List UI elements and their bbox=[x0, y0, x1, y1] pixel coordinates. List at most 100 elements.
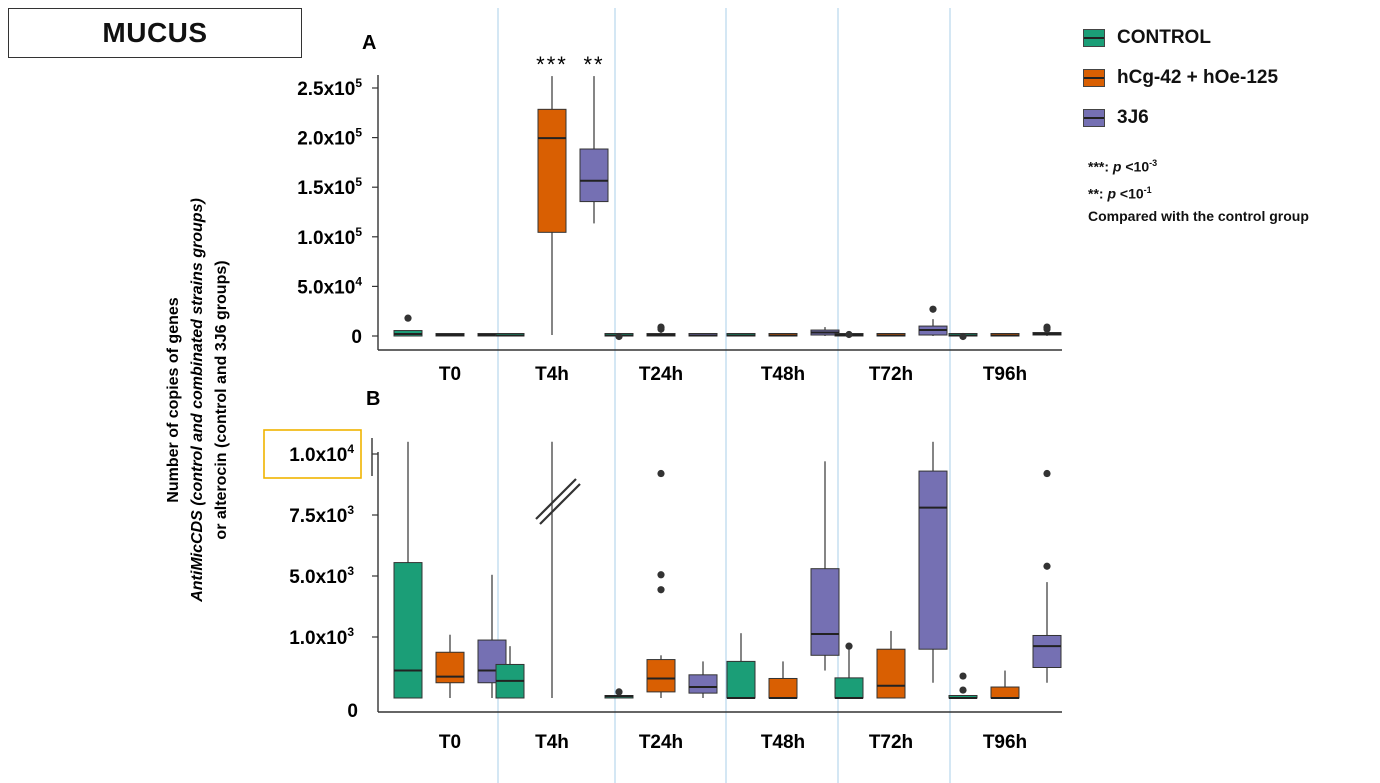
panel-a-box-14-outlier-0 bbox=[929, 305, 937, 313]
panel-b-label: B bbox=[366, 388, 380, 410]
panel-b-box-0 bbox=[393, 441, 423, 699]
panel-a-box-3 bbox=[495, 333, 525, 337]
panel-b-box-17-outlier-0 bbox=[1043, 562, 1051, 570]
legend-swatch-control bbox=[1083, 29, 1105, 47]
panel-a-box-5-box bbox=[579, 148, 609, 203]
legend-item-combined: hCg-42 + hOe-125 bbox=[1083, 58, 1278, 98]
panel-b-x-tick-label-2: T24h bbox=[639, 732, 683, 753]
panel-b-box-16 bbox=[990, 670, 1020, 699]
panel-b: 0 1.0x103 5.0x103 7.5x103 1.0x104 T0 T4h T24h T4… bbox=[289, 438, 1062, 753]
note-line-1: ***: p <10-3 bbox=[1088, 158, 1158, 175]
panel-b-box-17 bbox=[1032, 469, 1062, 683]
panel-b-box-11-box bbox=[834, 677, 864, 699]
note-line-2: **: p <10-1 bbox=[1088, 184, 1152, 202]
panel-b-box-17-box bbox=[1032, 634, 1062, 668]
panel-a-y-tick-label-2: 1.0x105 bbox=[297, 225, 362, 249]
panel-b-box-9 bbox=[768, 661, 798, 699]
panel-a-x-tick-label-0: T0 bbox=[439, 364, 461, 385]
panel-b-box-15-outlier-0 bbox=[959, 686, 967, 694]
panel-a-box-12 bbox=[834, 330, 864, 339]
panel-a-x-tick-label-4: T72h bbox=[869, 364, 913, 385]
panel-a-box-6-outlier-0 bbox=[615, 332, 623, 341]
panel-a-x-tick-label-2: T24h bbox=[639, 364, 683, 385]
panel-b-x-tick-label-5: T96h bbox=[983, 732, 1027, 753]
legend-label-control: CONTROL bbox=[1117, 27, 1211, 48]
panel-a-box-13 bbox=[876, 333, 906, 337]
panel-a-x-tick-label-3: T48h bbox=[761, 364, 805, 385]
panel-a-box-4-box bbox=[537, 108, 567, 233]
panel-b-box-5 bbox=[604, 688, 634, 699]
panel-b-box-10 bbox=[810, 461, 840, 671]
panel-a-box-12-outlier-0 bbox=[845, 330, 853, 339]
panel-b-box-6-outlier-0 bbox=[657, 586, 665, 594]
panel-a-box-17 bbox=[1032, 323, 1062, 336]
panel-b-y-tick-label-2: 5.0x103 bbox=[289, 564, 354, 588]
panel-b-box-4-break-mark-2 bbox=[539, 483, 581, 525]
y-axis-title-line-3: or alterocin (control and 3J6 groups) bbox=[213, 260, 230, 539]
panel-b-x-tick-label-0: T0 bbox=[439, 732, 461, 753]
panel-b-box-6-box bbox=[646, 659, 676, 693]
panel-b-box-6-outlier-2 bbox=[657, 469, 665, 478]
panel-a-y-tick-label-3: 1.5x105 bbox=[297, 175, 362, 199]
panel-b-box-11-outlier-0 bbox=[845, 642, 853, 650]
panel-a-y-tick-label-1: 5.0x104 bbox=[297, 274, 362, 298]
panel-a-box-15 bbox=[948, 332, 978, 341]
panel-b-box-5-outlier-0 bbox=[615, 688, 623, 696]
panel-b-box-4-break-mark-1 bbox=[535, 478, 577, 520]
panel-b-y-tick-label-0: 0 bbox=[347, 701, 358, 722]
panel-a-box-16 bbox=[990, 333, 1020, 337]
panel-a-box-7-outlier-1 bbox=[657, 323, 665, 331]
panel-a-box-1 bbox=[435, 333, 465, 337]
panel-b-x-tick-label-3: T48h bbox=[761, 732, 805, 753]
panel-b-box-3 bbox=[495, 646, 525, 699]
panel-b-box-17-outlier-1 bbox=[1043, 469, 1051, 478]
panel-b-box-1 bbox=[435, 634, 465, 698]
panel-a-y-tick-label-0: 0 bbox=[351, 327, 362, 348]
legend-swatch-combined bbox=[1083, 69, 1105, 87]
panel-a-box-15-outlier-0 bbox=[959, 332, 967, 341]
panel-b-x-tick-label-4: T72h bbox=[869, 732, 913, 753]
legend-label-combined: hCg-42 + hOe-125 bbox=[1117, 67, 1279, 88]
panel-a-box-6 bbox=[604, 332, 634, 341]
panel-a-significance-1: ** bbox=[583, 52, 604, 77]
figure-title: MUCUS bbox=[8, 8, 302, 58]
panel-b-box-7-box bbox=[688, 674, 718, 694]
panel-b-box-13 bbox=[918, 441, 948, 683]
legend-item-control: CONTROL bbox=[1083, 18, 1278, 58]
panel-a-box-7 bbox=[646, 323, 676, 337]
panel-b-box-15-outlier-1 bbox=[959, 672, 967, 680]
y-axis-title-line-2: AntiMicCDS (control and combinated strai… bbox=[189, 198, 206, 603]
panel-a: 0 5.0x104 1.0x105 1.5x105 2.0x105 2.5x105 T0 T4… bbox=[297, 52, 1062, 385]
panel-a-box-14 bbox=[918, 305, 948, 336]
legend-swatch-3j6 bbox=[1083, 109, 1105, 127]
note-line-3: Compared with the control group bbox=[1088, 208, 1309, 225]
panel-b-box-1-box bbox=[435, 651, 465, 684]
panel-b-box-8 bbox=[726, 633, 756, 699]
panel-a-y-tick-label-4: 2.0x105 bbox=[297, 126, 362, 150]
panel-b-box-8-box bbox=[726, 660, 756, 699]
panel-a-box-8 bbox=[688, 333, 718, 337]
panel-a-box-0-outlier-0 bbox=[404, 314, 412, 322]
legend-label-3j6: 3J6 bbox=[1117, 107, 1149, 128]
panel-b-box-7 bbox=[688, 661, 718, 698]
panel-b-box-4 bbox=[535, 441, 581, 698]
panel-b-y-tick-label-1: 1.0x103 bbox=[289, 625, 354, 649]
panel-a-significance-0: *** bbox=[536, 52, 568, 77]
panel-a-x-tick-label-1: T4h bbox=[535, 364, 569, 385]
panel-a-box-0 bbox=[393, 314, 423, 337]
panel-b-x-tick-label-1: T4h bbox=[535, 732, 569, 753]
panel-a-box-10 bbox=[768, 333, 798, 337]
panel-b-box-12-box bbox=[876, 648, 906, 699]
panel-a-x-tick-label-5: T96h bbox=[983, 364, 1027, 385]
legend: CONTROL hCg-42 + hOe-125 3J6 bbox=[1083, 18, 1278, 138]
panel-b-box-11 bbox=[834, 642, 864, 699]
panel-b-box-9-box bbox=[768, 677, 798, 699]
panel-b-box-12 bbox=[876, 630, 906, 699]
panel-b-box-15 bbox=[948, 672, 978, 699]
panel-a-y-tick-label-5: 2.5x105 bbox=[297, 76, 362, 100]
panel-a-box-17-outlier-1 bbox=[1043, 323, 1051, 331]
y-axis-title: Number of copies of genes AntiMicCDS (co… bbox=[165, 198, 230, 603]
legend-item-3j6: 3J6 bbox=[1083, 98, 1278, 138]
panel-a-box-11 bbox=[810, 327, 840, 336]
